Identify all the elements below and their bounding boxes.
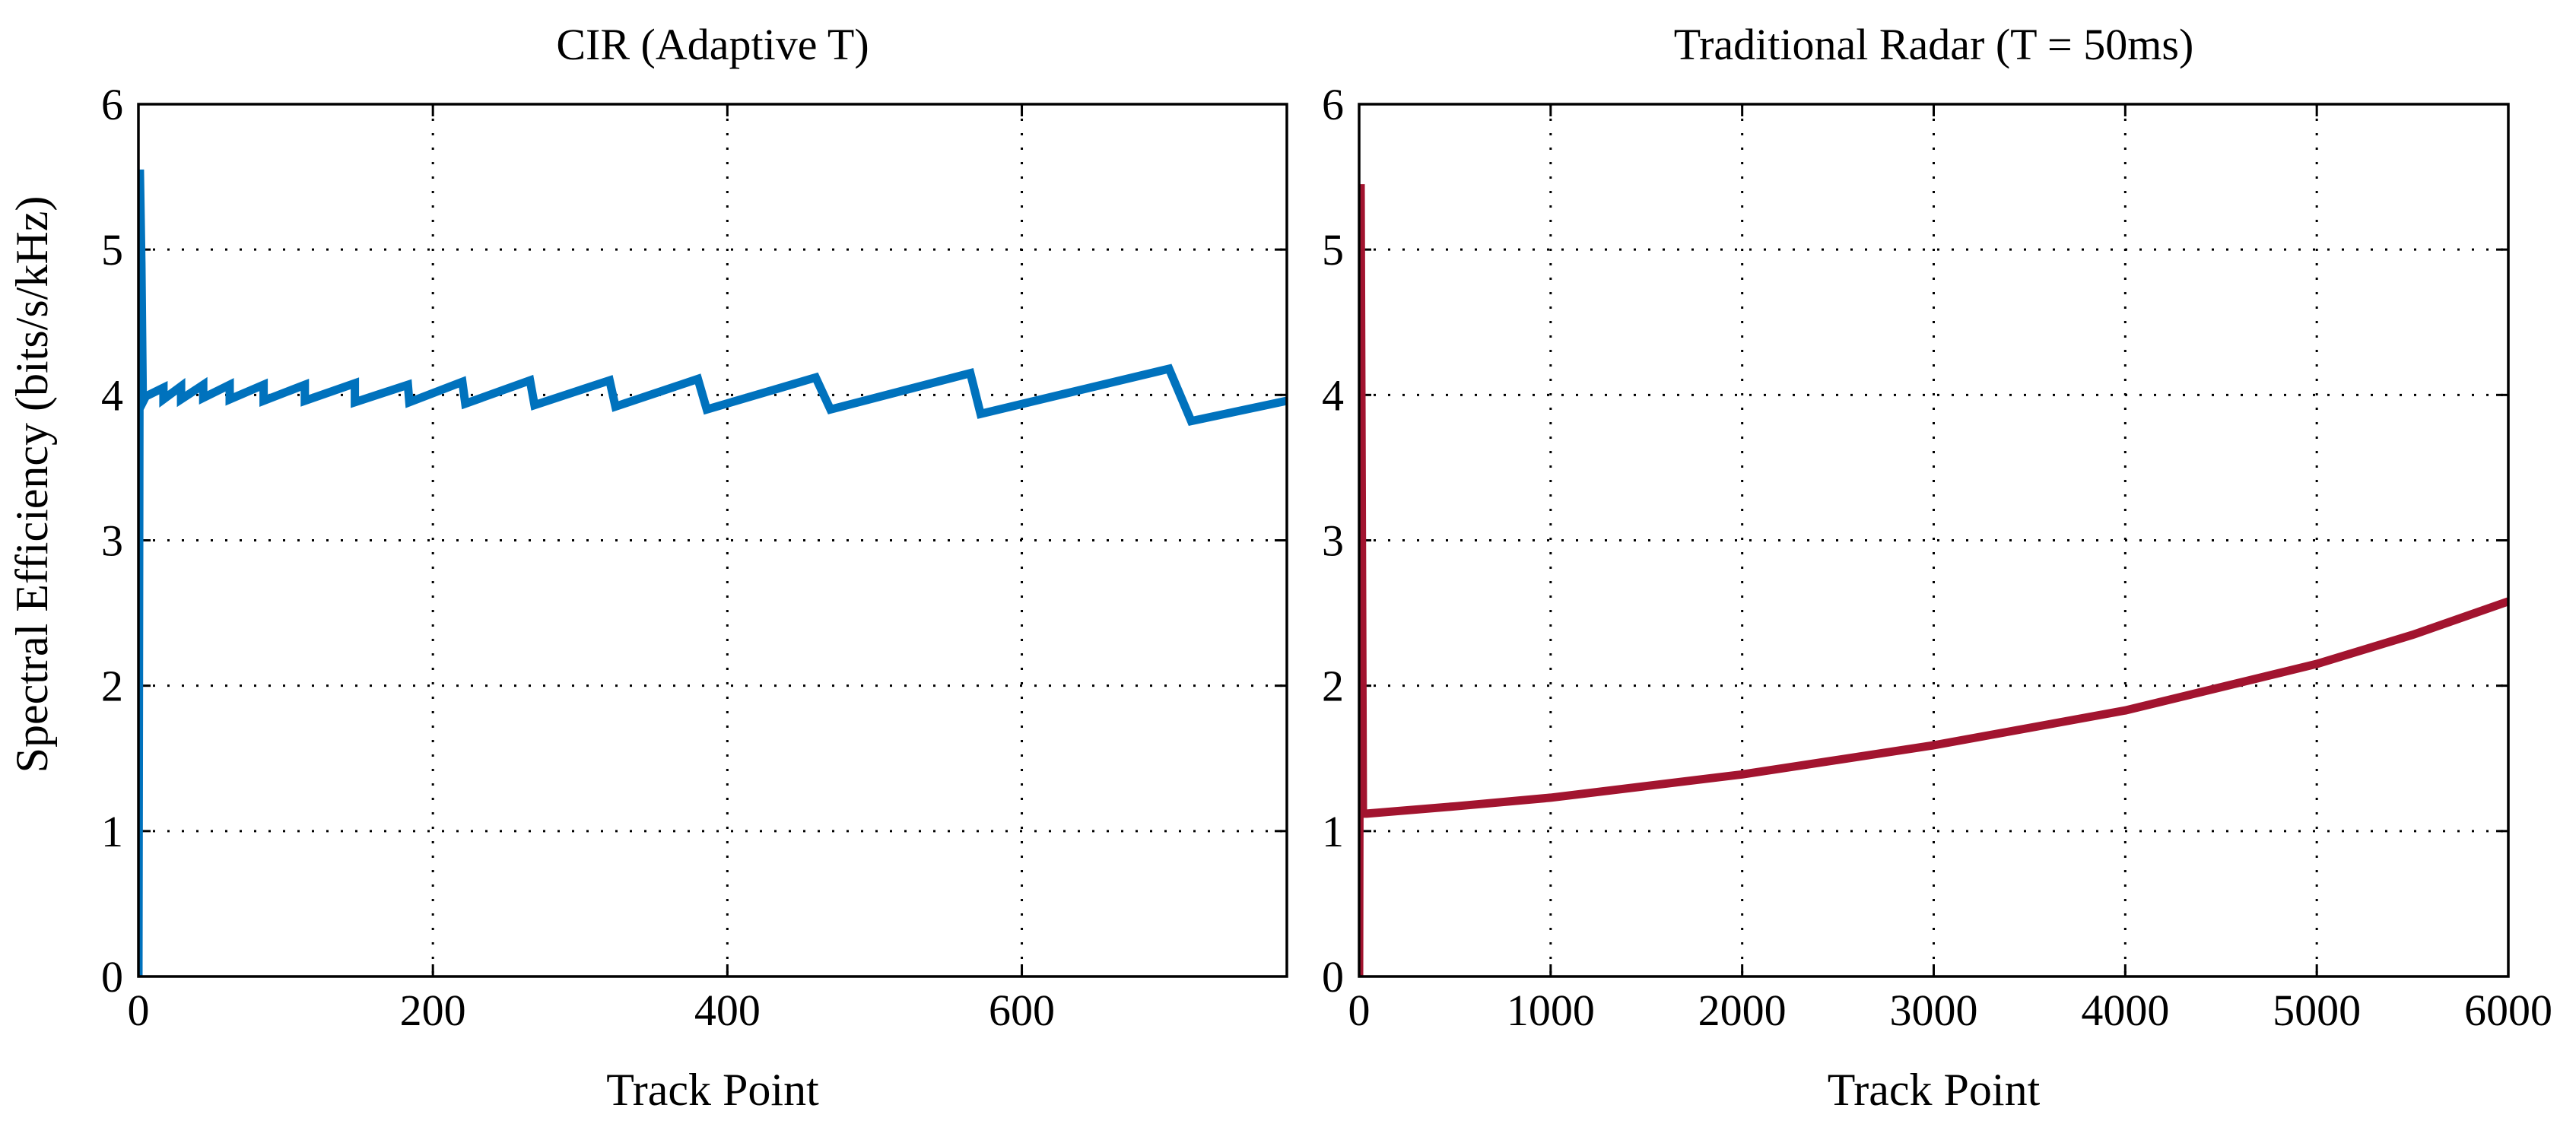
x-axis-label: Track Point	[1828, 1065, 2041, 1115]
x-tick-label: 6000	[2464, 986, 2552, 1035]
chart-traditional-radar: 0 1000 2000 3000 4000 5000 6000 0 1 2 3 4 5 6 Traditio…	[1322, 20, 2552, 1115]
y-tick-label: 6	[101, 80, 123, 129]
x-tick-label: 2000	[1698, 986, 1787, 1035]
series-line	[1359, 184, 2508, 976]
x-tick-label: 5000	[2273, 986, 2361, 1035]
x-tick-label: 3000	[1890, 986, 1978, 1035]
y-tick-label: 2	[101, 662, 123, 711]
y-tick-label: 2	[1322, 662, 1344, 711]
y-tick-label: 3	[1322, 516, 1344, 566]
y-tick-label: 0	[1322, 952, 1344, 1002]
y-tick-label: 4	[1322, 370, 1344, 420]
series-line	[138, 169, 1287, 976]
axes-frame	[137, 103, 1288, 978]
y-tick-label: 6	[1322, 80, 1344, 129]
y-axis-label: Spectral Efficiency (bits/s/kHz)	[7, 196, 57, 773]
x-axis-label: Track Point	[606, 1065, 819, 1115]
x-tick-label: 200	[400, 986, 466, 1035]
y-tick-label: 5	[1322, 225, 1344, 275]
x-tick-label: 1000	[1507, 986, 1595, 1035]
y-tick-label: 5	[101, 225, 123, 275]
y-tick-label: 0	[101, 952, 123, 1002]
y-tick-label: 4	[101, 370, 123, 420]
chart-title: CIR (Adaptive T)	[556, 20, 869, 69]
y-tick-label: 1	[101, 807, 123, 856]
chart-title: Traditional Radar (T = 50ms)	[1674, 20, 2194, 69]
x-tick-label: 0	[128, 986, 150, 1035]
x-tick-label: 0	[1348, 986, 1371, 1035]
y-tick-label: 3	[101, 516, 123, 566]
chart-cir: 0 200 400 600 0 1 2 3 4 5 6 CIR (Adaptive T) Track P…	[101, 20, 1288, 1115]
y-tick-label: 1	[1322, 807, 1344, 856]
axes-frame	[1358, 103, 2510, 978]
x-tick-label: 600	[989, 986, 1055, 1035]
x-tick-label: 4000	[2081, 986, 2169, 1035]
x-tick-label: 400	[694, 986, 761, 1035]
